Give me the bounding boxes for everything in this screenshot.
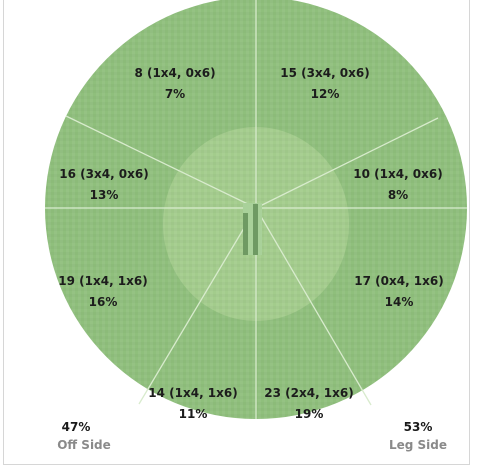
- zone-divider-7: [65, 115, 257, 209]
- zone-runs: 8 (1x4, 0x6): [134, 66, 216, 80]
- zone-percent: 19%: [294, 407, 324, 421]
- zone-percent: 12%: [310, 87, 340, 101]
- zone-label-3: 17 (0x4, 1x6) 14%: [354, 271, 443, 313]
- zone-runs: 16 (3x4, 0x6): [59, 167, 149, 181]
- zone-runs: 23 (2x4, 1x6): [264, 386, 354, 400]
- stump-left: [243, 213, 248, 255]
- zone-label-5: 14 (1x4, 1x6) 11%: [148, 383, 237, 425]
- zone-percent: 8%: [387, 188, 409, 202]
- zone-runs: 14 (1x4, 1x6): [148, 386, 238, 400]
- off-side-label: Off Side: [57, 438, 111, 452]
- zone-runs: 10 (1x4, 0x6): [353, 167, 443, 181]
- zone-label-1: 15 (3x4, 0x6) 12%: [280, 63, 369, 105]
- leg-side-percent: 53%: [403, 420, 433, 434]
- zone-runs: 15 (3x4, 0x6): [280, 66, 370, 80]
- pitch: [243, 203, 262, 255]
- zone-label-6: 19 (1x4, 1x6) 16%: [58, 271, 147, 313]
- zone-label-7: 16 (3x4, 0x6) 13%: [59, 164, 148, 206]
- off-side-percent: 47%: [61, 420, 91, 434]
- zone-divider-3: [255, 207, 372, 406]
- zone-percent: 13%: [89, 188, 119, 202]
- stump-right: [253, 204, 258, 255]
- leg-side-label: Leg Side: [388, 438, 448, 452]
- zone-label-0: 8 (1x4, 0x6) 7%: [134, 63, 215, 105]
- zone-label-4: 23 (2x4, 1x6) 19%: [264, 383, 353, 425]
- zone-percent: 7%: [164, 87, 186, 101]
- zone-divider-1: [255, 117, 439, 209]
- zone-percent: 11%: [178, 407, 208, 421]
- zone-runs: 17 (0x4, 1x6): [354, 274, 444, 288]
- zone-percent: 14%: [384, 295, 414, 309]
- zone-label-2: 10 (1x4, 0x6) 8%: [353, 164, 442, 206]
- zone-divider-5: [138, 207, 257, 405]
- zone-dividers: [45, 0, 467, 419]
- zone-runs: 19 (1x4, 1x6): [58, 274, 148, 288]
- zone-percent: 16%: [88, 295, 118, 309]
